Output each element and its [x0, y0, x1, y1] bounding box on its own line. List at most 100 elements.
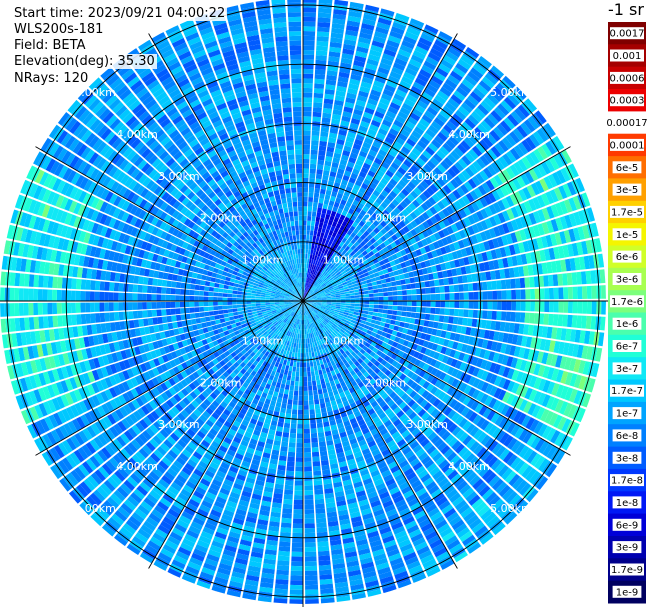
radar-cell — [305, 249, 309, 254]
radar-cell — [317, 286, 323, 290]
radar-cell — [507, 114, 519, 127]
radar-cell — [373, 297, 379, 301]
radar-cell — [329, 289, 335, 292]
radar-cell — [292, 523, 303, 529]
radar-cell — [309, 409, 315, 415]
radar-cell — [344, 233, 350, 240]
radar-cell — [424, 245, 431, 253]
radar-cell — [353, 60, 365, 68]
radar-cell — [417, 170, 426, 180]
radar-cell — [352, 199, 360, 207]
radar-cell — [286, 470, 295, 476]
radar-cell — [303, 192, 308, 197]
radar-cell — [501, 301, 507, 311]
radar-cell — [502, 75, 516, 89]
radar-cell — [332, 283, 338, 288]
radar-cell — [524, 277, 530, 288]
radar-cell — [303, 83, 313, 89]
radar-cell — [436, 149, 446, 160]
radar-cell — [304, 518, 315, 524]
radar-cell — [395, 89, 407, 98]
radar-cell — [471, 145, 483, 157]
radar-cell — [369, 182, 377, 190]
radar-cell — [365, 102, 377, 111]
radar-cell — [406, 223, 414, 231]
radar-cell — [298, 395, 303, 401]
radar-cell — [288, 390, 294, 396]
radar-cell — [515, 312, 521, 323]
radar-cell — [467, 283, 474, 292]
radar-cell — [464, 118, 476, 129]
radar-cell — [373, 308, 379, 313]
radar-cell — [328, 51, 341, 58]
radar-cell — [416, 301, 422, 307]
radar-cell — [318, 441, 326, 447]
radar-cell — [311, 135, 320, 141]
radar-cell — [366, 266, 372, 272]
radar-cell — [410, 220, 418, 228]
radar-cell — [417, 214, 426, 223]
radar-cell — [288, 442, 296, 448]
radar-cell — [310, 144, 319, 151]
radar-cell — [480, 100, 493, 113]
radar-cell — [326, 185, 333, 191]
radar-cell — [343, 216, 350, 223]
radar-cell — [382, 268, 389, 275]
radar-cell — [336, 172, 344, 180]
radar-cell — [304, 556, 317, 562]
radar-cell — [303, 253, 306, 259]
radar-cell — [450, 70, 463, 82]
radar-cell — [479, 139, 490, 151]
radar-cell — [298, 386, 303, 391]
radar-cell — [430, 215, 438, 225]
radar-cell — [346, 270, 352, 275]
radar-cell — [303, 158, 310, 164]
radar-cell — [369, 205, 377, 213]
radar-cell — [483, 96, 496, 109]
radar-cell — [315, 508, 326, 514]
radar-cell — [443, 157, 454, 167]
radar-cell — [303, 125, 311, 131]
radar-cell — [460, 184, 469, 195]
radar-cell — [314, 289, 319, 293]
radar-cell — [368, 260, 375, 267]
radar-cell — [313, 230, 318, 236]
radar-cell — [472, 63, 487, 76]
radar-cell — [307, 366, 311, 372]
radar-cell — [290, 428, 297, 434]
radar-cell — [395, 154, 405, 163]
radar-cell — [306, 268, 308, 273]
radar-cell — [303, 187, 309, 193]
radar-cell — [461, 155, 472, 166]
radar-cell — [402, 254, 409, 262]
radar-cell — [365, 220, 373, 227]
radar-cell — [393, 93, 405, 102]
radar-cell — [311, 216, 316, 222]
radar-cell — [308, 399, 314, 405]
radar-cell — [435, 190, 444, 200]
radar-cell — [549, 189, 559, 203]
radar-cell — [450, 94, 463, 105]
radar-cell — [399, 106, 411, 116]
radar-cell — [341, 220, 348, 227]
radar-cell — [310, 428, 317, 434]
radar-cell — [295, 371, 300, 377]
radar-cell — [409, 18, 425, 28]
radar-cell — [311, 211, 317, 217]
radar-cell — [358, 220, 365, 227]
radar-cell — [457, 58, 472, 70]
radar-cell — [463, 217, 472, 227]
radar-cell — [331, 272, 336, 277]
radar-cell — [350, 203, 357, 211]
radar-cell — [346, 279, 352, 284]
radar-cell — [557, 314, 564, 327]
radar-cell — [400, 163, 410, 172]
radar-cell — [424, 313, 431, 321]
radar-cell — [502, 210, 511, 222]
radar-cell — [290, 565, 303, 571]
radar-cell — [304, 504, 314, 510]
radar-cell — [318, 279, 323, 285]
radar-cell — [303, 248, 306, 254]
radar-cell — [397, 295, 403, 301]
radar-cell — [484, 72, 498, 85]
